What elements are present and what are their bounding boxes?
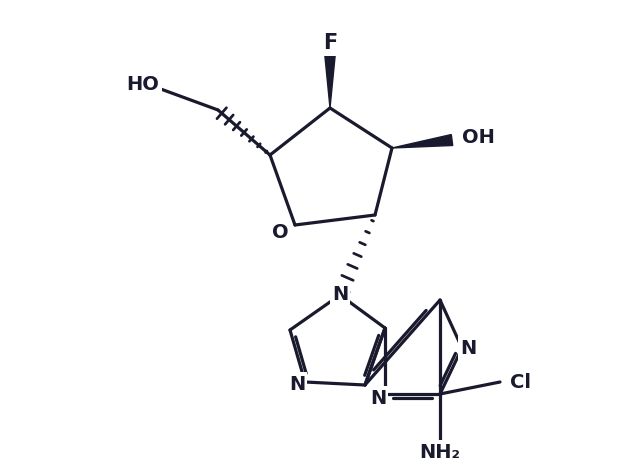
Polygon shape bbox=[324, 52, 335, 108]
Text: Cl: Cl bbox=[510, 373, 531, 392]
Text: NH₂: NH₂ bbox=[419, 442, 461, 462]
Polygon shape bbox=[392, 134, 452, 148]
Text: O: O bbox=[272, 222, 288, 242]
Text: N: N bbox=[370, 389, 386, 407]
Text: HO: HO bbox=[127, 75, 159, 94]
Text: F: F bbox=[323, 33, 337, 53]
Text: OH: OH bbox=[462, 127, 495, 147]
Text: N: N bbox=[332, 285, 348, 305]
Text: N: N bbox=[289, 375, 305, 393]
Text: N: N bbox=[460, 338, 476, 358]
